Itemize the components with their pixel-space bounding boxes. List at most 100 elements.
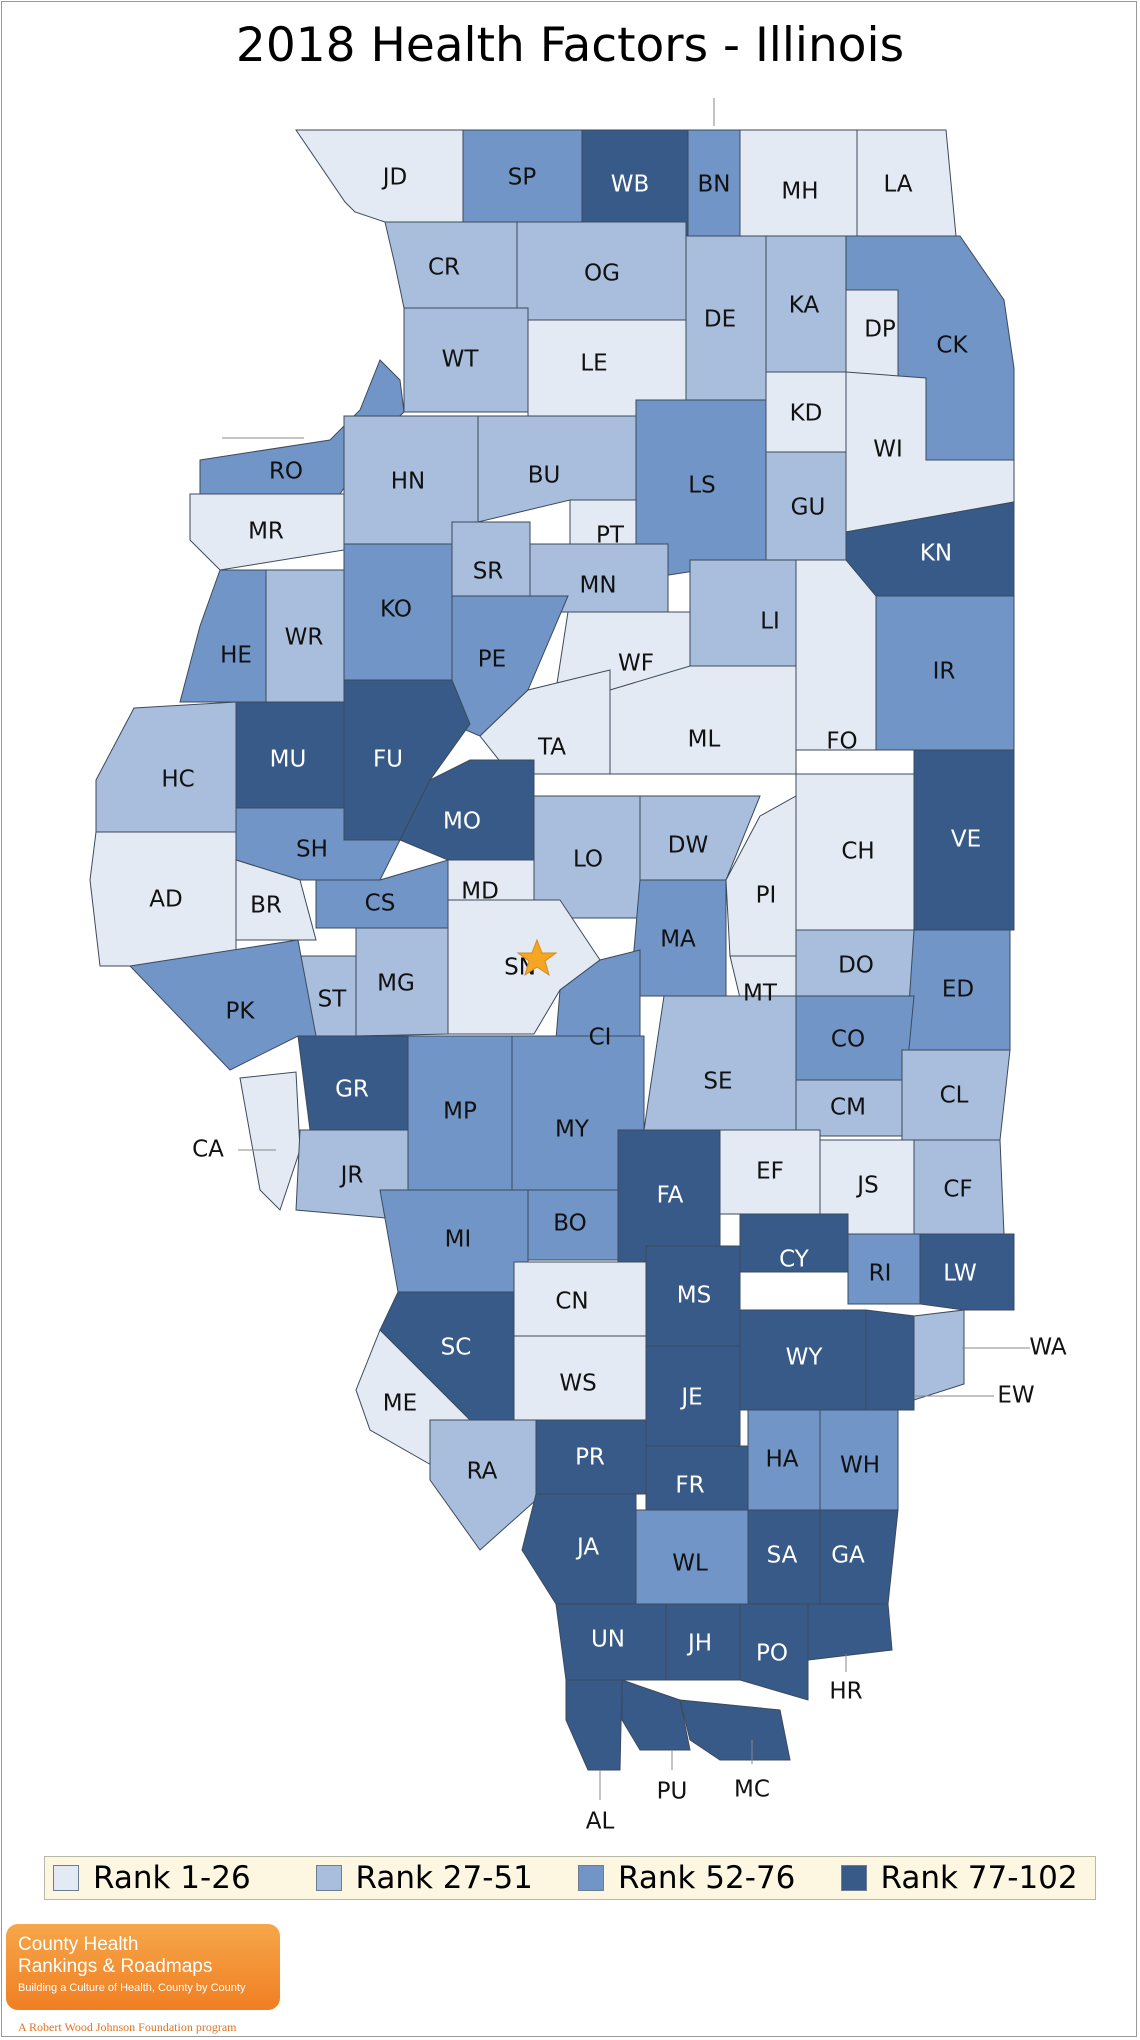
county-label-ro: RO [269, 459, 303, 485]
state-capital-star-icon [516, 938, 558, 977]
county-label-cn: CN [555, 1289, 588, 1315]
county-label-ka: KA [789, 293, 820, 319]
county-label-dp: DP [864, 317, 896, 343]
county-label-fr: FR [675, 1473, 704, 1499]
county-label-pu: PU [657, 1779, 688, 1805]
county-label-do: DO [838, 953, 874, 979]
county-label-my: MY [555, 1117, 590, 1143]
county-label-wt: WT [442, 347, 480, 373]
county-label-ls: LS [688, 473, 715, 499]
county-label-mu: MU [270, 747, 307, 773]
chr-logo[interactable]: County Health Rankings & Roadmaps Buildi… [6, 1924, 280, 2010]
legend-swatch-tier-1 [53, 1865, 79, 1891]
logo-title-line1: County Health [18, 1934, 139, 1955]
county-ca[interactable] [239, 1071, 301, 1211]
logo-title-line2: Rankings & Roadmaps [18, 1956, 213, 1977]
county-label-gu: GU [791, 495, 826, 521]
county-label-sc: SC [441, 1335, 472, 1361]
county-label-pk: PK [226, 999, 256, 1025]
county-pu[interactable] [621, 1679, 691, 1751]
county-mc[interactable] [679, 1699, 791, 1761]
county-label-jh: JH [686, 1631, 712, 1657]
county-label-lo: LO [573, 847, 603, 873]
county-label-fo: FO [826, 729, 857, 755]
county-label-ci: CI [589, 1025, 612, 1051]
legend-swatch-tier-3 [578, 1865, 604, 1891]
legend-label: Rank 52-76 [618, 1860, 796, 1896]
county-label-mo: MO [443, 809, 481, 835]
county-label-mp: MP [443, 1099, 477, 1125]
legend-label: Rank 27-51 [355, 1860, 533, 1896]
county-label-ja: JA [575, 1535, 599, 1561]
legend-item-rank-77-102: Rank 77-102 [840, 1860, 1096, 1896]
county-label-sp: SP [508, 165, 537, 191]
county-label-cr: CR [428, 255, 460, 281]
labels-layer: JD SP WB BN MH LA CR OG DE KA DP CK RO WT LE KD WI HN BU LS… [149, 165, 1067, 1835]
county-label-jr: JR [339, 1163, 364, 1189]
county-label-wl: WL [672, 1551, 708, 1577]
legend-swatch-tier-4 [840, 1865, 867, 1891]
county-label-bo: BO [553, 1211, 586, 1237]
county-mg[interactable] [355, 927, 449, 1037]
county-label-wy: WY [786, 1345, 824, 1371]
county-label-bn: BN [698, 172, 731, 198]
counties-layer [89, 129, 1015, 1771]
legend-label: Rank 77-102 [880, 1860, 1078, 1896]
county-ew[interactable] [865, 1309, 915, 1411]
county-label-js: JS [855, 1173, 878, 1199]
county-label-ca: CA [192, 1137, 224, 1163]
county-label-fa: FA [657, 1183, 684, 1209]
county-label-co: CO [831, 1027, 865, 1053]
county-label-cl: CL [940, 1083, 969, 1109]
county-label-wh: WH [840, 1453, 880, 1479]
county-label-se: SE [703, 1069, 732, 1095]
county-label-bu: BU [528, 463, 561, 489]
county-label-ga: GA [831, 1543, 865, 1569]
county-label-dw: DW [668, 833, 708, 859]
county-label-ir: IR [933, 659, 956, 685]
county-label-sh: SH [296, 837, 328, 863]
legend-item-rank-1-26: Rank 1-26 [53, 1860, 308, 1896]
county-label-ws: WS [559, 1371, 596, 1397]
county-br[interactable] [235, 859, 317, 941]
county-label-gr: GR [335, 1077, 369, 1103]
county-po[interactable] [739, 1603, 809, 1701]
county-label-mt: MT [743, 981, 778, 1007]
illinois-county-map[interactable]: JD SP WB BN MH LA CR OG DE KA DP CK RO WT LE KD WI HN BU LS… [0, 0, 1140, 1840]
county-label-jd: JD [381, 165, 408, 191]
county-label-ew: EW [997, 1383, 1034, 1409]
county-label-cm: CM [830, 1095, 866, 1121]
county-label-de: DE [704, 307, 736, 333]
county-label-wi: WI [873, 437, 903, 463]
legend-item-rank-52-76: Rank 52-76 [578, 1860, 833, 1896]
county-label-ha: HA [765, 1447, 798, 1473]
legend-item-rank-27-51: Rank 27-51 [315, 1860, 571, 1896]
county-label-un: UN [591, 1627, 625, 1653]
county-label-ed: ED [942, 977, 974, 1003]
county-label-ef: EF [756, 1159, 784, 1185]
county-label-md: MD [461, 879, 499, 905]
county-fo[interactable] [795, 559, 877, 751]
county-ml[interactable] [609, 665, 797, 775]
county-label-je: JE [679, 1385, 702, 1411]
county-label-sa: SA [767, 1543, 798, 1569]
rwjf-program-note: A Robert Wood Johnson Foundation program [18, 2020, 237, 2034]
county-label-ad: AD [149, 887, 182, 913]
county-ra[interactable] [429, 1419, 537, 1551]
county-se[interactable] [643, 995, 797, 1131]
county-label-mr: MR [248, 519, 284, 545]
county-ve[interactable] [913, 749, 1015, 931]
county-jd[interactable] [295, 129, 464, 223]
county-mr[interactable] [189, 493, 345, 571]
county-hr[interactable] [807, 1603, 893, 1661]
legend-swatch-tier-2 [315, 1865, 342, 1891]
county-label-st: ST [318, 987, 348, 1013]
county-al[interactable] [565, 1679, 623, 1771]
county-label-hn: HN [391, 469, 426, 495]
county-he[interactable] [179, 569, 267, 703]
county-lw[interactable] [919, 1233, 1015, 1311]
county-label-he: HE [220, 643, 252, 669]
county-label-br: BR [250, 893, 282, 919]
county-wa[interactable] [913, 1309, 965, 1401]
